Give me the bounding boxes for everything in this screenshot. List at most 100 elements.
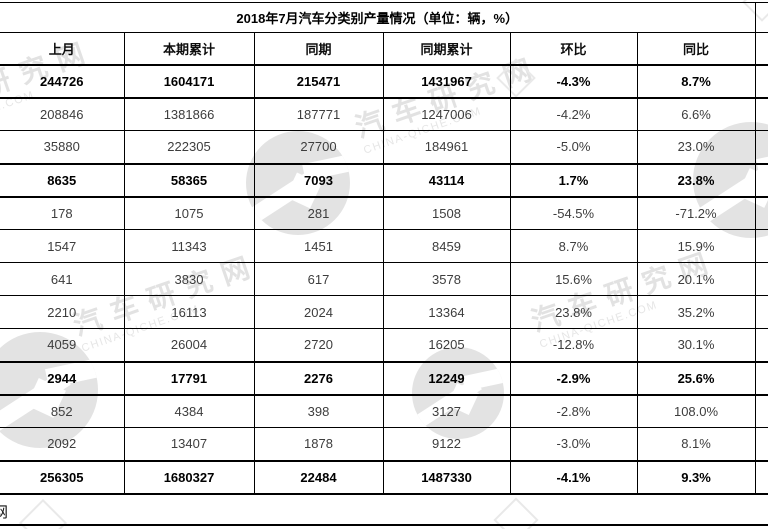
cropped-column-cell — [754, 295, 768, 329]
table-cell: 1878 — [253, 427, 384, 461]
table-cell: 8.7% — [636, 63, 756, 99]
table-cell: 9.3% — [636, 459, 756, 495]
table-row: 2092 13407 1878 9122 -3.0% 8.1% — [0, 427, 768, 461]
cropped-column-cell — [754, 97, 768, 131]
table-cell: 17791 — [123, 360, 255, 396]
column-header-5: 同比 — [636, 32, 756, 65]
table-row: 2944 17791 2276 12249 -2.9% 25.6% — [0, 360, 768, 396]
table-cell: 2092 — [0, 427, 125, 461]
column-header-0: 上月 — [0, 32, 125, 65]
table-cell: 178 — [0, 196, 125, 230]
table-cell: 1431967 — [382, 63, 511, 99]
table-cell: -2.9% — [509, 360, 638, 396]
table-cell: 244726 — [0, 63, 125, 99]
cropped-column-cell — [754, 63, 768, 99]
table-cell: 13407 — [123, 427, 255, 461]
table-cell: 852 — [0, 394, 125, 428]
table-cell: 23.0% — [636, 130, 756, 164]
table-row: 641 3830 617 3578 15.6% 20.1% — [0, 262, 768, 296]
cropped-column-cell — [754, 328, 768, 362]
table-cell: 4384 — [123, 394, 255, 428]
table-row: 208846 1381866 187771 1247006 -4.2% 6.6% — [0, 97, 768, 131]
table-cell: 641 — [0, 262, 125, 296]
table-cell: -5.0% — [509, 130, 638, 164]
cropped-column-cell — [754, 427, 768, 461]
table-cell: 2720 — [253, 328, 384, 362]
table-cell: -3.0% — [509, 427, 638, 461]
table-row: 1547 11343 1451 8459 8.7% 15.9% — [0, 229, 768, 263]
table-cell: 35880 — [0, 130, 125, 164]
column-header-4: 环比 — [509, 32, 638, 65]
table-cell: 35.2% — [636, 295, 756, 329]
table-cell: 7093 — [253, 162, 384, 198]
table-cell: 58365 — [123, 162, 255, 198]
table-cell: 1508 — [382, 196, 511, 230]
table-cell: 2024 — [253, 295, 384, 329]
table-row: 4059 26004 2720 16205 -12.8% 30.1% — [0, 328, 768, 362]
column-header-2: 同期 — [253, 32, 384, 65]
table-cell: 8635 — [0, 162, 125, 198]
table-cell: 398 — [253, 394, 384, 428]
table-cell: 1487330 — [382, 459, 511, 495]
cropped-column-cell — [754, 32, 768, 65]
cropped-column-cell — [754, 360, 768, 396]
table-cell: 281 — [253, 196, 384, 230]
table-cell: 215471 — [253, 63, 384, 99]
table-cell: 16113 — [123, 295, 255, 329]
table-cell: 15.6% — [509, 262, 638, 296]
next-table-top-border — [0, 524, 768, 526]
table-cell: 1247006 — [382, 97, 511, 131]
table-row: 8635 58365 7093 43114 1.7% 23.8% — [0, 162, 768, 198]
cropped-column-cell — [754, 229, 768, 263]
table-row: 852 4384 398 3127 -2.8% 108.0% — [0, 394, 768, 428]
table-cell: 22484 — [253, 459, 384, 495]
table-cell: 4059 — [0, 328, 125, 362]
table-cell: 3127 — [382, 394, 511, 428]
table-cell: 43114 — [382, 162, 511, 198]
table-cell: 1075 — [123, 196, 255, 230]
table-cell: 1451 — [253, 229, 384, 263]
table-cell: 8459 — [382, 229, 511, 263]
table-cell: 208846 — [0, 97, 125, 131]
table-cell: 26004 — [123, 328, 255, 362]
table-cell: 3830 — [123, 262, 255, 296]
cropped-column-cell — [754, 459, 768, 495]
table-cell: -2.8% — [509, 394, 638, 428]
cropped-column-cell — [754, 162, 768, 198]
table-body: 244726 1604171 215471 1431967 -4.3% 8.7% 20884… — [0, 63, 768, 495]
table-cell: 1.7% — [509, 162, 638, 198]
table-cell: -4.2% — [509, 97, 638, 131]
cropped-column-cell — [754, 2, 768, 33]
table-row: 35880 222305 27700 184961 -5.0% 23.0% — [0, 130, 768, 164]
table-cell: 20.1% — [636, 262, 756, 296]
table-cell: 187771 — [253, 97, 384, 131]
table-cell: 256305 — [0, 459, 125, 495]
table-cell: 617 — [253, 262, 384, 296]
column-header-1: 本期累计 — [123, 32, 255, 65]
table-title: 2018年7月汽车分类别产量情况（单位：辆，%） — [0, 2, 756, 33]
table-header-row: 上月 本期累计 同期 同期累计 环比 同比 — [0, 32, 768, 65]
table-cell: 1680327 — [123, 459, 255, 495]
table-cell: 2276 — [253, 360, 384, 396]
table-cell: 108.0% — [636, 394, 756, 428]
table-row: 256305 1680327 22484 1487330 -4.1% 9.3% — [0, 459, 768, 495]
table-cell: 184961 — [382, 130, 511, 164]
table-row: 178 1075 281 1508 -54.5% -71.2% — [0, 196, 768, 230]
table-cell: -71.2% — [636, 196, 756, 230]
table-row: 2210 16113 2024 13364 23.8% 35.2% — [0, 295, 768, 329]
cropped-column-cell — [754, 394, 768, 428]
table-title-row: 2018年7月汽车分类别产量情况（单位：辆，%） — [0, 2, 768, 33]
table-cell: 11343 — [123, 229, 255, 263]
table-cell: 16205 — [382, 328, 511, 362]
table-cell: 1381866 — [123, 97, 255, 131]
table-cell: 2210 — [0, 295, 125, 329]
cropped-footer-text: 网 — [0, 504, 9, 521]
table-cell: 9122 — [382, 427, 511, 461]
table-cell: 30.1% — [636, 328, 756, 362]
table-cell: -4.3% — [509, 63, 638, 99]
table-cell: 3578 — [382, 262, 511, 296]
table-cell: 23.8% — [636, 162, 756, 198]
table-cell: 1604171 — [123, 63, 255, 99]
production-table: 2018年7月汽车分类别产量情况（单位：辆，%） 上月 本期累计 同期 同期累计 环比同… — [0, 2, 768, 495]
